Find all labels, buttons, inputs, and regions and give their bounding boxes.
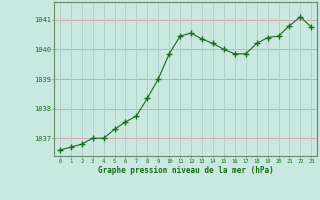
X-axis label: Graphe pression niveau de la mer (hPa): Graphe pression niveau de la mer (hPa) [98, 166, 274, 175]
